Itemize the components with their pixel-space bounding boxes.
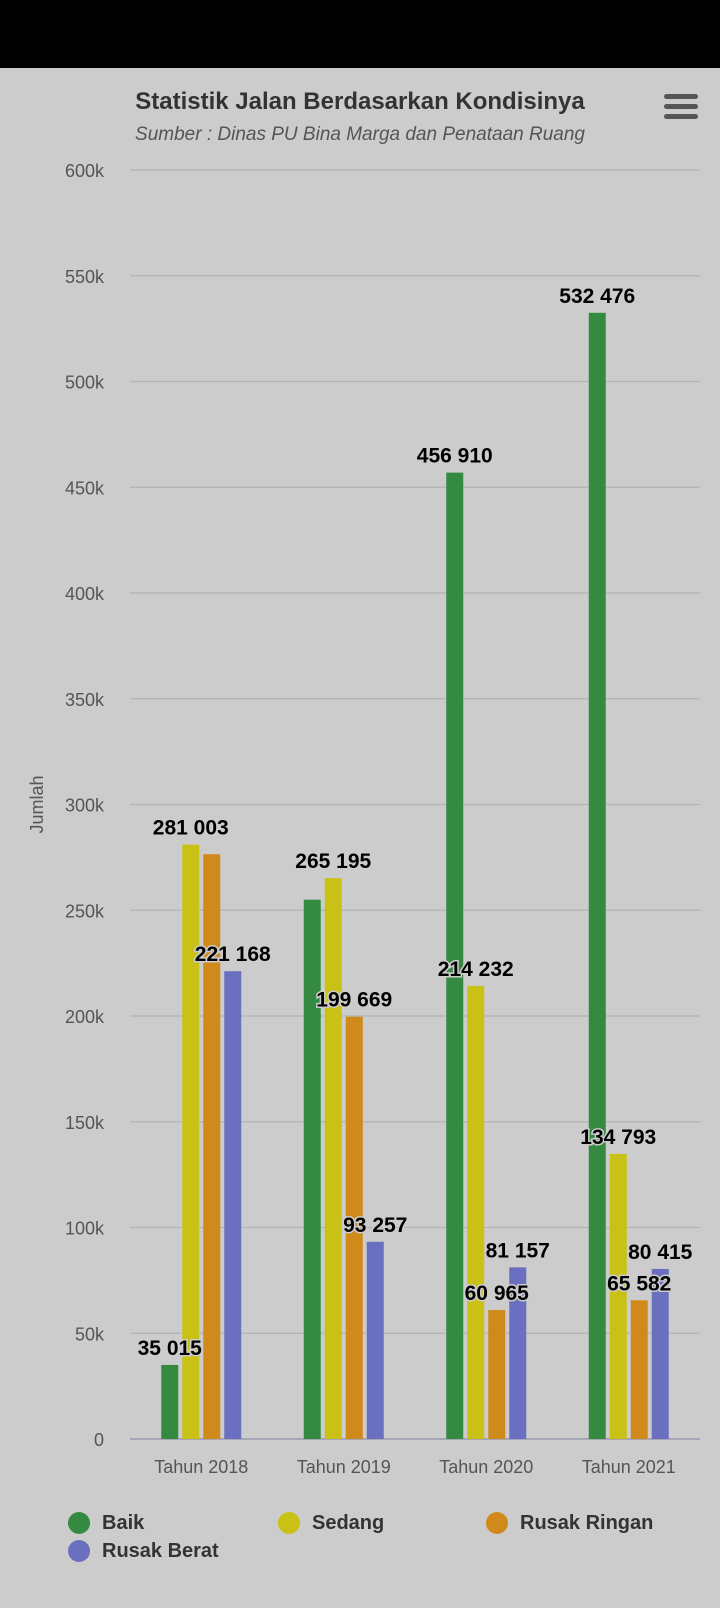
- bar-rusak-berat: [509, 1267, 527, 1439]
- y-axis-title: Jumlah: [27, 775, 47, 833]
- chart-title: Statistik Jalan Berdasarkan Kondisinya: [135, 88, 585, 115]
- chart-container: 0 50k 100k 150k 200k 250k 300k 350k 400k 450k 500k…: [0, 68, 720, 1600]
- y-tick-label: 300k: [65, 796, 105, 816]
- y-tick-label: 150k: [65, 1113, 105, 1133]
- y-tick-label: 400k: [65, 584, 105, 604]
- data-label: 456 910: [417, 445, 493, 468]
- y-tick-label: 550k: [65, 267, 105, 287]
- y-tick-label: 0: [94, 1430, 104, 1450]
- legend-item-sedang[interactable]: Sedang: [278, 1508, 384, 1538]
- legend-item-rusak-ringan[interactable]: Rusak Ringan: [486, 1508, 653, 1538]
- bar-rusak-berat: [651, 1268, 669, 1439]
- y-tick-label: 50k: [75, 1324, 105, 1344]
- bar-rusak-berat: [366, 1241, 384, 1439]
- data-label: 134 793: [580, 1126, 656, 1149]
- data-label: 265 195: [295, 850, 371, 873]
- legend-label-rusak-berat: Rusak Berat: [102, 1539, 219, 1562]
- data-label: 93 257: [343, 1214, 407, 1237]
- legend-marker-sedang: [278, 1512, 300, 1534]
- data-label: 81 157: [486, 1239, 550, 1262]
- bar-sedang: [182, 844, 200, 1439]
- x-tick-label: Tahun 2018: [154, 1457, 248, 1477]
- bar-sedang: [324, 878, 342, 1439]
- data-label: 60 965: [465, 1282, 530, 1305]
- data-label: 214 232: [438, 958, 514, 981]
- x-tick-label: Tahun 2019: [297, 1457, 391, 1477]
- bar-baik: [446, 472, 464, 1439]
- data-label: 532 476: [559, 285, 635, 308]
- legend-label-sedang: Sedang: [312, 1511, 385, 1534]
- y-tick-label: 600k: [65, 161, 105, 181]
- data-label: 80 415: [628, 1241, 693, 1264]
- bar-sedang: [609, 1153, 627, 1439]
- legend-marker-rusak-berat: [68, 1540, 90, 1562]
- y-tick-label: 250k: [65, 901, 105, 921]
- legend-label-rusak-ringan: Rusak Ringan: [520, 1511, 654, 1534]
- status-bar: [0, 0, 720, 68]
- legend-label-baik: Baik: [102, 1511, 145, 1534]
- y-tick-label: 350k: [65, 690, 105, 710]
- legend-item-baik[interactable]: Baik: [68, 1508, 144, 1538]
- chart-menu-button[interactable]: [664, 94, 698, 120]
- bar-baik: [303, 899, 321, 1439]
- bar-baik: [588, 312, 606, 1440]
- x-tick-label: Tahun 2020: [439, 1457, 533, 1477]
- y-tick-label: 100k: [65, 1219, 105, 1239]
- data-label: 35 015: [138, 1337, 203, 1360]
- legend-item-rusak-berat[interactable]: Rusak Berat: [68, 1536, 219, 1566]
- x-tick-label: Tahun 2021: [582, 1457, 676, 1477]
- bar-rusak-ringan: [345, 1016, 363, 1439]
- data-label: 65 582: [607, 1272, 671, 1295]
- legend-marker-rusak-ringan: [486, 1512, 508, 1534]
- bar-rusak-ringan: [203, 854, 221, 1439]
- chart-subtitle: Sumber : Dinas PU Bina Marga dan Penataa…: [135, 124, 585, 145]
- bar-baik: [161, 1364, 179, 1439]
- hamburger-menu-icon: [664, 94, 698, 119]
- chart-legend: Baik Sedang Rusak Ringan Rusak Berat: [0, 1508, 720, 1608]
- y-tick-label: 200k: [65, 1007, 105, 1027]
- legend-marker-baik: [68, 1512, 90, 1534]
- bar-sedang: [467, 985, 485, 1439]
- bar-chart: 0 50k 100k 150k 200k 250k 300k 350k 400k 450k 500k…: [27, 161, 700, 1477]
- data-label: 281 003: [153, 817, 229, 840]
- bar-rusak-berat: [224, 971, 242, 1439]
- data-label: 221 168: [195, 943, 271, 966]
- y-tick-label: 500k: [65, 373, 105, 393]
- data-label: 199 669: [316, 989, 392, 1012]
- bar-rusak-ringan: [630, 1300, 648, 1439]
- bar-rusak-ringan: [488, 1310, 506, 1439]
- y-tick-label: 450k: [65, 478, 105, 498]
